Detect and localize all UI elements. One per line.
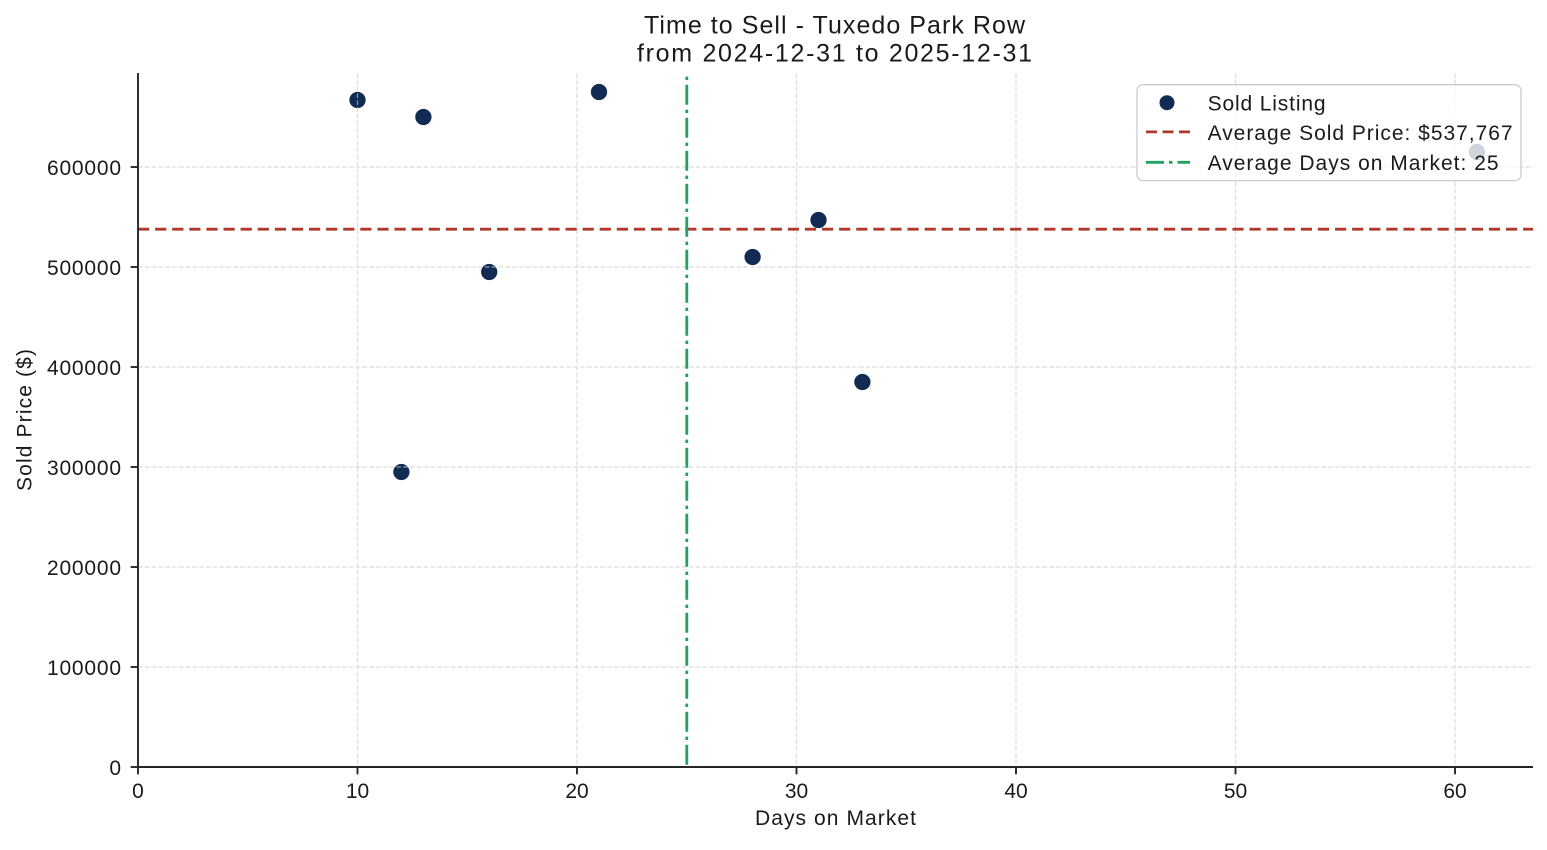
svg-text:20: 20 bbox=[565, 780, 588, 803]
svg-text:Time to Sell - Tuxedo Park Row: Time to Sell - Tuxedo Park Row bbox=[644, 12, 1026, 40]
svg-text:Days on Market: Days on Market bbox=[755, 807, 916, 830]
svg-text:30: 30 bbox=[785, 780, 808, 803]
svg-text:300000: 300000 bbox=[47, 457, 121, 480]
svg-text:Average Sold Price: $537,767: Average Sold Price: $537,767 bbox=[1208, 122, 1513, 145]
svg-text:200000: 200000 bbox=[47, 557, 121, 580]
svg-text:60: 60 bbox=[1443, 780, 1466, 803]
svg-text:Sold Price ($): Sold Price ($) bbox=[14, 349, 37, 491]
svg-text:400000: 400000 bbox=[47, 357, 121, 380]
svg-text:Average Days on Market: 25: Average Days on Market: 25 bbox=[1208, 152, 1499, 175]
svg-text:100000: 100000 bbox=[47, 657, 121, 680]
svg-text:Sold Listing: Sold Listing bbox=[1208, 93, 1326, 116]
svg-text:from 2024-12-31 to 2025-12-31: from 2024-12-31 to 2025-12-31 bbox=[637, 40, 1032, 68]
svg-text:600000: 600000 bbox=[47, 157, 121, 180]
svg-text:500000: 500000 bbox=[47, 257, 121, 280]
svg-text:10: 10 bbox=[346, 780, 369, 803]
svg-text:0: 0 bbox=[109, 757, 121, 780]
svg-text:40: 40 bbox=[1004, 780, 1027, 803]
svg-text:0: 0 bbox=[132, 780, 144, 803]
svg-text:50: 50 bbox=[1224, 780, 1247, 803]
